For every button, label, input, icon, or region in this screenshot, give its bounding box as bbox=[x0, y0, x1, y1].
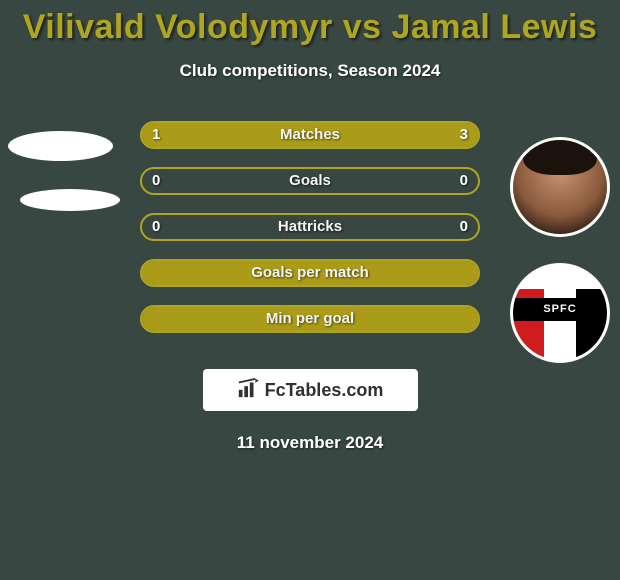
branding-text: FcTables.com bbox=[265, 380, 384, 401]
comparison-subtitle: Club competitions, Season 2024 bbox=[0, 61, 620, 81]
player-right-avatar bbox=[510, 137, 610, 237]
badge-text: SPFC bbox=[513, 298, 607, 321]
stat-value-right: 0 bbox=[452, 169, 476, 193]
stat-label: Goals bbox=[142, 169, 478, 193]
stat-label: Goals per match bbox=[142, 261, 478, 285]
stat-row-min-per-goal: Min per goal bbox=[140, 305, 480, 333]
club-left-avatar-placeholder bbox=[20, 189, 120, 211]
stat-label: Hattricks bbox=[142, 215, 478, 239]
bar-chart-icon bbox=[237, 377, 259, 404]
stat-row-goals-per-match: Goals per match bbox=[140, 259, 480, 287]
stat-value-left: 1 bbox=[144, 123, 168, 147]
stat-row-hattricks: Hattricks0 0 bbox=[140, 213, 480, 241]
stat-label: Matches bbox=[142, 123, 478, 147]
badge-stripe-white bbox=[544, 289, 575, 298]
badge-stripe-red bbox=[513, 289, 544, 298]
stat-value-left: 0 bbox=[144, 169, 168, 193]
badge-stripe-black bbox=[576, 289, 607, 298]
generation-date: 11 november 2024 bbox=[0, 433, 620, 453]
stat-row-goals: Goals0 0 bbox=[140, 167, 480, 195]
stat-value-right: 0 bbox=[452, 215, 476, 239]
comparison-bars: Matches13Goals00Hattricks00Goals per mat… bbox=[140, 121, 480, 351]
comparison-title: Vilivald Volodymyr vs Jamal Lewis bbox=[0, 0, 620, 47]
branding-box: FcTables.com bbox=[203, 369, 418, 411]
stat-value-left: 0 bbox=[144, 215, 168, 239]
club-right-badge: SPFC bbox=[510, 263, 610, 363]
stats-area: SPFC Matches13Goals00Hattricks00Goals pe… bbox=[0, 121, 620, 361]
stat-row-matches: Matches1 3 bbox=[140, 121, 480, 149]
stat-value-right: 3 bbox=[452, 123, 476, 147]
stat-label: Min per goal bbox=[142, 307, 478, 331]
player-left-avatar-placeholder bbox=[8, 131, 113, 161]
